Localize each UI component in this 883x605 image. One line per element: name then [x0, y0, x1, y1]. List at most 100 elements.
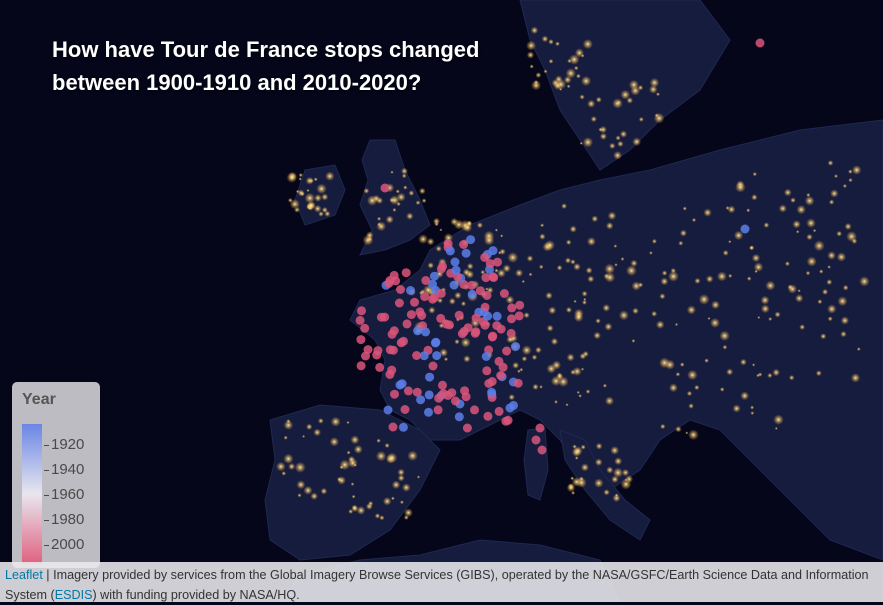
stop-marker[interactable]	[389, 326, 399, 336]
stop-marker[interactable]	[406, 286, 415, 295]
stop-marker[interactable]	[413, 326, 423, 336]
stop-marker[interactable]	[507, 314, 516, 324]
stop-marker[interactable]	[417, 311, 427, 320]
stop-marker[interactable]	[406, 310, 416, 320]
stop-marker[interactable]	[436, 313, 446, 323]
stop-marker[interactable]	[451, 265, 461, 275]
stop-marker[interactable]	[470, 405, 479, 415]
stop-marker[interactable]	[471, 313, 481, 323]
esdis-link[interactable]: ESDIS	[54, 588, 93, 602]
stop-marker[interactable]	[481, 352, 491, 361]
stop-marker[interactable]	[485, 259, 495, 269]
stop-marker[interactable]	[494, 406, 504, 416]
stop-marker[interactable]	[513, 378, 523, 388]
stop-marker[interactable]	[360, 323, 370, 333]
stop-marker[interactable]	[357, 306, 366, 316]
stop-marker[interactable]	[507, 303, 517, 313]
stop-marker[interactable]	[531, 435, 541, 445]
stop-marker[interactable]	[438, 380, 447, 390]
stop-marker[interactable]	[380, 183, 390, 193]
stop-marker[interactable]	[388, 345, 398, 355]
stop-marker[interactable]	[401, 268, 411, 278]
stop-marker[interactable]	[461, 248, 471, 258]
stop-marker[interactable]	[493, 257, 502, 267]
stop-marker[interactable]	[454, 310, 464, 320]
stop-marker[interactable]	[412, 387, 422, 397]
stop-marker[interactable]	[439, 389, 448, 398]
stop-marker[interactable]	[482, 366, 492, 376]
stop-marker[interactable]	[363, 345, 373, 355]
stop-marker[interactable]	[412, 351, 422, 360]
stop-marker[interactable]	[506, 328, 516, 338]
stop-marker[interactable]	[480, 302, 490, 312]
stop-marker[interactable]	[390, 389, 399, 399]
stop-marker[interactable]	[410, 297, 419, 307]
stop-marker[interactable]	[429, 271, 439, 281]
stop-marker[interactable]	[487, 377, 497, 386]
leaflet-link[interactable]: Leaflet	[5, 568, 43, 582]
stop-marker[interactable]	[385, 276, 395, 285]
stop-marker[interactable]	[450, 257, 460, 267]
stop-marker[interactable]	[460, 386, 470, 396]
stop-marker[interactable]	[483, 411, 493, 421]
stop-marker[interactable]	[467, 280, 477, 290]
stop-marker[interactable]	[535, 423, 545, 433]
stop-marker[interactable]	[499, 289, 509, 298]
stop-marker[interactable]	[383, 405, 393, 415]
stop-marker[interactable]	[402, 319, 412, 329]
stop-marker[interactable]	[396, 285, 405, 294]
stop-marker[interactable]	[496, 371, 506, 380]
stop-marker[interactable]	[416, 395, 426, 405]
stop-marker[interactable]	[482, 291, 492, 300]
stop-marker[interactable]	[467, 289, 477, 299]
stop-marker[interactable]	[740, 224, 750, 234]
stop-marker[interactable]	[428, 279, 437, 289]
stop-marker[interactable]	[475, 286, 485, 296]
stop-marker[interactable]	[375, 362, 385, 372]
stop-marker[interactable]	[424, 407, 433, 417]
stop-marker[interactable]	[373, 346, 383, 356]
stop-marker[interactable]	[515, 300, 525, 310]
stop-marker[interactable]	[480, 252, 490, 262]
stop-marker[interactable]	[503, 415, 513, 425]
stop-marker[interactable]	[394, 298, 404, 308]
stop-marker[interactable]	[430, 293, 440, 303]
stop-marker[interactable]	[421, 276, 431, 285]
stop-marker[interactable]	[492, 311, 502, 321]
stop-marker[interactable]	[470, 328, 480, 338]
stop-marker[interactable]	[502, 346, 512, 356]
stop-marker[interactable]	[399, 336, 408, 346]
stop-marker[interactable]	[430, 338, 440, 348]
stop-marker[interactable]	[355, 315, 365, 325]
stop-marker[interactable]	[481, 273, 491, 283]
stop-marker[interactable]	[398, 422, 408, 432]
stop-marker[interactable]	[438, 261, 447, 271]
stop-marker[interactable]	[505, 403, 515, 413]
stop-marker[interactable]	[436, 288, 446, 298]
stop-marker[interactable]	[425, 372, 435, 382]
stop-marker[interactable]	[488, 246, 498, 256]
stop-marker[interactable]	[454, 412, 464, 422]
stop-marker[interactable]	[385, 370, 395, 379]
stop-marker[interactable]	[755, 38, 765, 48]
stop-marker[interactable]	[356, 361, 366, 371]
stop-marker[interactable]	[376, 312, 386, 322]
stop-marker[interactable]	[459, 240, 469, 249]
stop-marker[interactable]	[449, 280, 459, 290]
stop-marker[interactable]	[420, 292, 430, 302]
stop-marker[interactable]	[492, 321, 502, 331]
stop-marker[interactable]	[395, 380, 405, 390]
stop-marker[interactable]	[388, 422, 398, 432]
stop-marker[interactable]	[403, 386, 413, 396]
stop-marker[interactable]	[487, 387, 497, 397]
stop-marker[interactable]	[494, 356, 504, 366]
stop-marker[interactable]	[428, 361, 438, 371]
stop-marker[interactable]	[462, 423, 472, 433]
stop-marker[interactable]	[489, 273, 499, 282]
stop-marker[interactable]	[514, 311, 524, 321]
stop-marker[interactable]	[433, 405, 443, 415]
stop-marker[interactable]	[419, 351, 429, 361]
stop-marker[interactable]	[466, 235, 476, 245]
stop-marker[interactable]	[356, 335, 366, 345]
